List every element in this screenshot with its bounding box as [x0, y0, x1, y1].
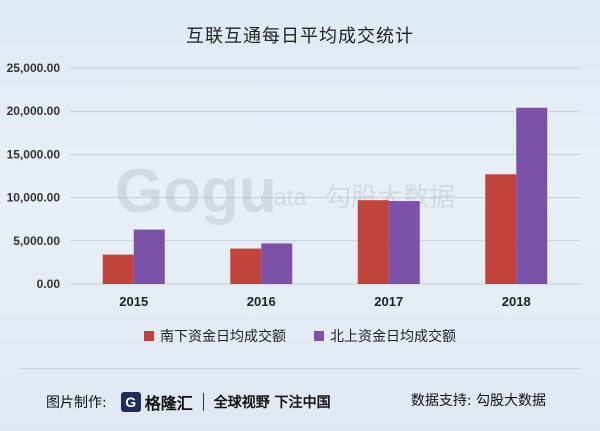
brand-name: 格隆汇	[144, 394, 193, 413]
footer-credit: 图片制作: G 格隆汇 全球视野 下注中国	[46, 390, 331, 414]
y-tick-label: 25,000.00	[7, 61, 61, 75]
watermark-data-text: data	[260, 184, 307, 211]
y-tick-label: 0.00	[37, 277, 61, 291]
bar-2015-series-0	[102, 254, 134, 284]
x-axis-categories: 2015 2016 2017 2018	[119, 294, 530, 309]
legend-swatch-southbound	[144, 331, 154, 341]
watermark-logo-text: Gogu	[115, 157, 277, 226]
bar-2015-series-1	[133, 229, 165, 284]
bar-2018-series-0	[485, 174, 517, 284]
legend-label-northbound: 北上资金日均成交额	[330, 329, 456, 345]
bar-2017-series-0	[357, 200, 389, 284]
legend: 南下资金日均成交额 北上资金日均成交额	[0, 326, 600, 346]
footer-divider	[20, 368, 580, 369]
made-by-label: 图片制作:	[46, 395, 107, 411]
y-tick-label: 20,000.00	[7, 104, 61, 118]
x-category-label: 2016	[247, 294, 276, 309]
legend-item-southbound: 南下资金日均成交额	[144, 326, 286, 346]
brand-logo-icon: G	[120, 392, 141, 412]
bar-2018-series-1	[516, 107, 548, 284]
bar-2017-series-1	[388, 201, 420, 284]
watermark: Gogu data 勾股大数据	[115, 157, 455, 226]
y-tick-label: 5,000.00	[13, 234, 60, 248]
chart-title: 互联互通每日平均成交统计	[186, 26, 414, 47]
legend-item-northbound: 北上资金日均成交额	[314, 326, 456, 346]
legend-swatch-northbound	[314, 331, 324, 341]
x-category-label: 2015	[119, 294, 148, 309]
footer: 图片制作: G 格隆汇 全球视野 下注中国 数据支持: 勾股大数据	[0, 380, 600, 416]
y-tick-label: 10,000.00	[7, 191, 61, 205]
y-tick-label: 15,000.00	[7, 147, 61, 161]
x-category-label: 2017	[374, 294, 403, 309]
brand-divider	[202, 393, 204, 411]
bar-2016-series-1	[261, 243, 293, 284]
bars	[102, 107, 548, 284]
y-axis-ticks: 0.00 5,000.00 10,000.00 15,000.00 20,000.00 2…	[7, 61, 61, 291]
x-category-label: 2018	[502, 294, 531, 309]
data-support-label: 数据支持: 勾股大数据	[410, 393, 546, 409]
bar-2016-series-0	[230, 248, 262, 284]
legend-label-southbound: 南下资金日均成交额	[160, 329, 286, 345]
brand-slogan: 全球视野 下注中国	[213, 395, 331, 411]
